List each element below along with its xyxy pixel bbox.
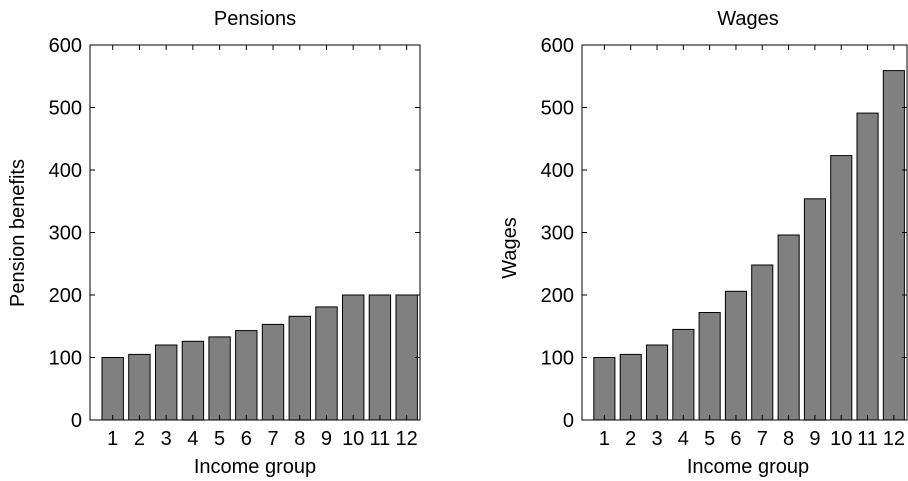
y-tick-label: 100 [541, 348, 574, 370]
x-tick-label: 10 [830, 428, 852, 450]
y-tick-label: 300 [49, 223, 82, 245]
x-tick-label: 11 [370, 428, 391, 450]
chart-title: Pensions [214, 8, 296, 30]
y-tick-label: 100 [49, 348, 82, 370]
bar [261, 323, 285, 421]
bar [315, 306, 338, 421]
bar [342, 294, 365, 421]
x-tick-label: 12 [883, 428, 905, 450]
x-tick-label: 1 [599, 428, 610, 450]
x-tick-label: 2 [134, 428, 145, 450]
x-tick-label: 3 [651, 428, 662, 450]
y-tick-label: 200 [541, 285, 574, 307]
bar [672, 328, 695, 421]
x-tick-label: 5 [704, 428, 715, 450]
bar [101, 357, 124, 421]
wages-chart: Wages Wages Income group 0 100 200 300 400 50… [499, 8, 908, 478]
y-tick-label: 200 [49, 285, 82, 307]
bar [235, 330, 258, 421]
y-axis-label: Pension benefits [7, 159, 29, 307]
bar [128, 353, 151, 421]
bar [368, 294, 392, 421]
bar [856, 112, 879, 421]
x-tick-label: 6 [730, 428, 741, 450]
x-tick-label: 4 [187, 428, 198, 450]
bar [208, 336, 231, 421]
bar [724, 290, 748, 421]
y-axis-label: Wages [499, 217, 521, 279]
bar [181, 340, 205, 421]
bar [803, 198, 827, 421]
x-tick-label: 8 [783, 428, 794, 450]
y-tick-label: 600 [49, 35, 82, 57]
y-tick-label: 500 [49, 98, 82, 120]
x-tick-label: 10 [342, 428, 364, 450]
x-tick-label: 6 [241, 428, 252, 450]
x-tick-label: 2 [625, 428, 636, 450]
x-tick-label: 7 [757, 428, 768, 450]
bar [288, 315, 312, 421]
x-tick-label: 12 [396, 428, 418, 450]
y-tick-label: 0 [563, 410, 574, 432]
x-axis-label: Income group [194, 456, 316, 478]
x-tick-label: 8 [294, 428, 305, 450]
bar [619, 353, 642, 421]
bar [698, 312, 721, 421]
x-tick-label: 9 [809, 428, 820, 450]
y-tick-label: 600 [541, 35, 574, 57]
bar [395, 294, 418, 421]
x-axis-label: Income group [687, 456, 809, 478]
chart-title: Wages [717, 8, 779, 30]
x-tick-label: 4 [678, 428, 689, 450]
bar [882, 70, 905, 421]
y-tick-label: 500 [541, 98, 574, 120]
y-tick-label: 400 [49, 160, 82, 182]
y-tick-label: 300 [541, 223, 574, 245]
x-tick-label: 5 [214, 428, 225, 450]
x-tick-label: 11 [857, 428, 878, 450]
x-tick-label: 3 [161, 428, 172, 450]
bar [777, 234, 800, 421]
bar [155, 344, 178, 421]
bar [593, 357, 616, 421]
y-tick-label: 0 [71, 410, 82, 432]
x-tick-label: 1 [107, 428, 118, 450]
bar [830, 155, 853, 421]
bar [751, 264, 774, 421]
y-tick-label: 400 [541, 160, 574, 182]
x-tick-label: 7 [267, 428, 278, 450]
x-tick-label: 9 [321, 428, 332, 450]
bar [646, 344, 669, 421]
pensions-chart: Pensions Pension benefits Income group 0… [7, 8, 421, 478]
